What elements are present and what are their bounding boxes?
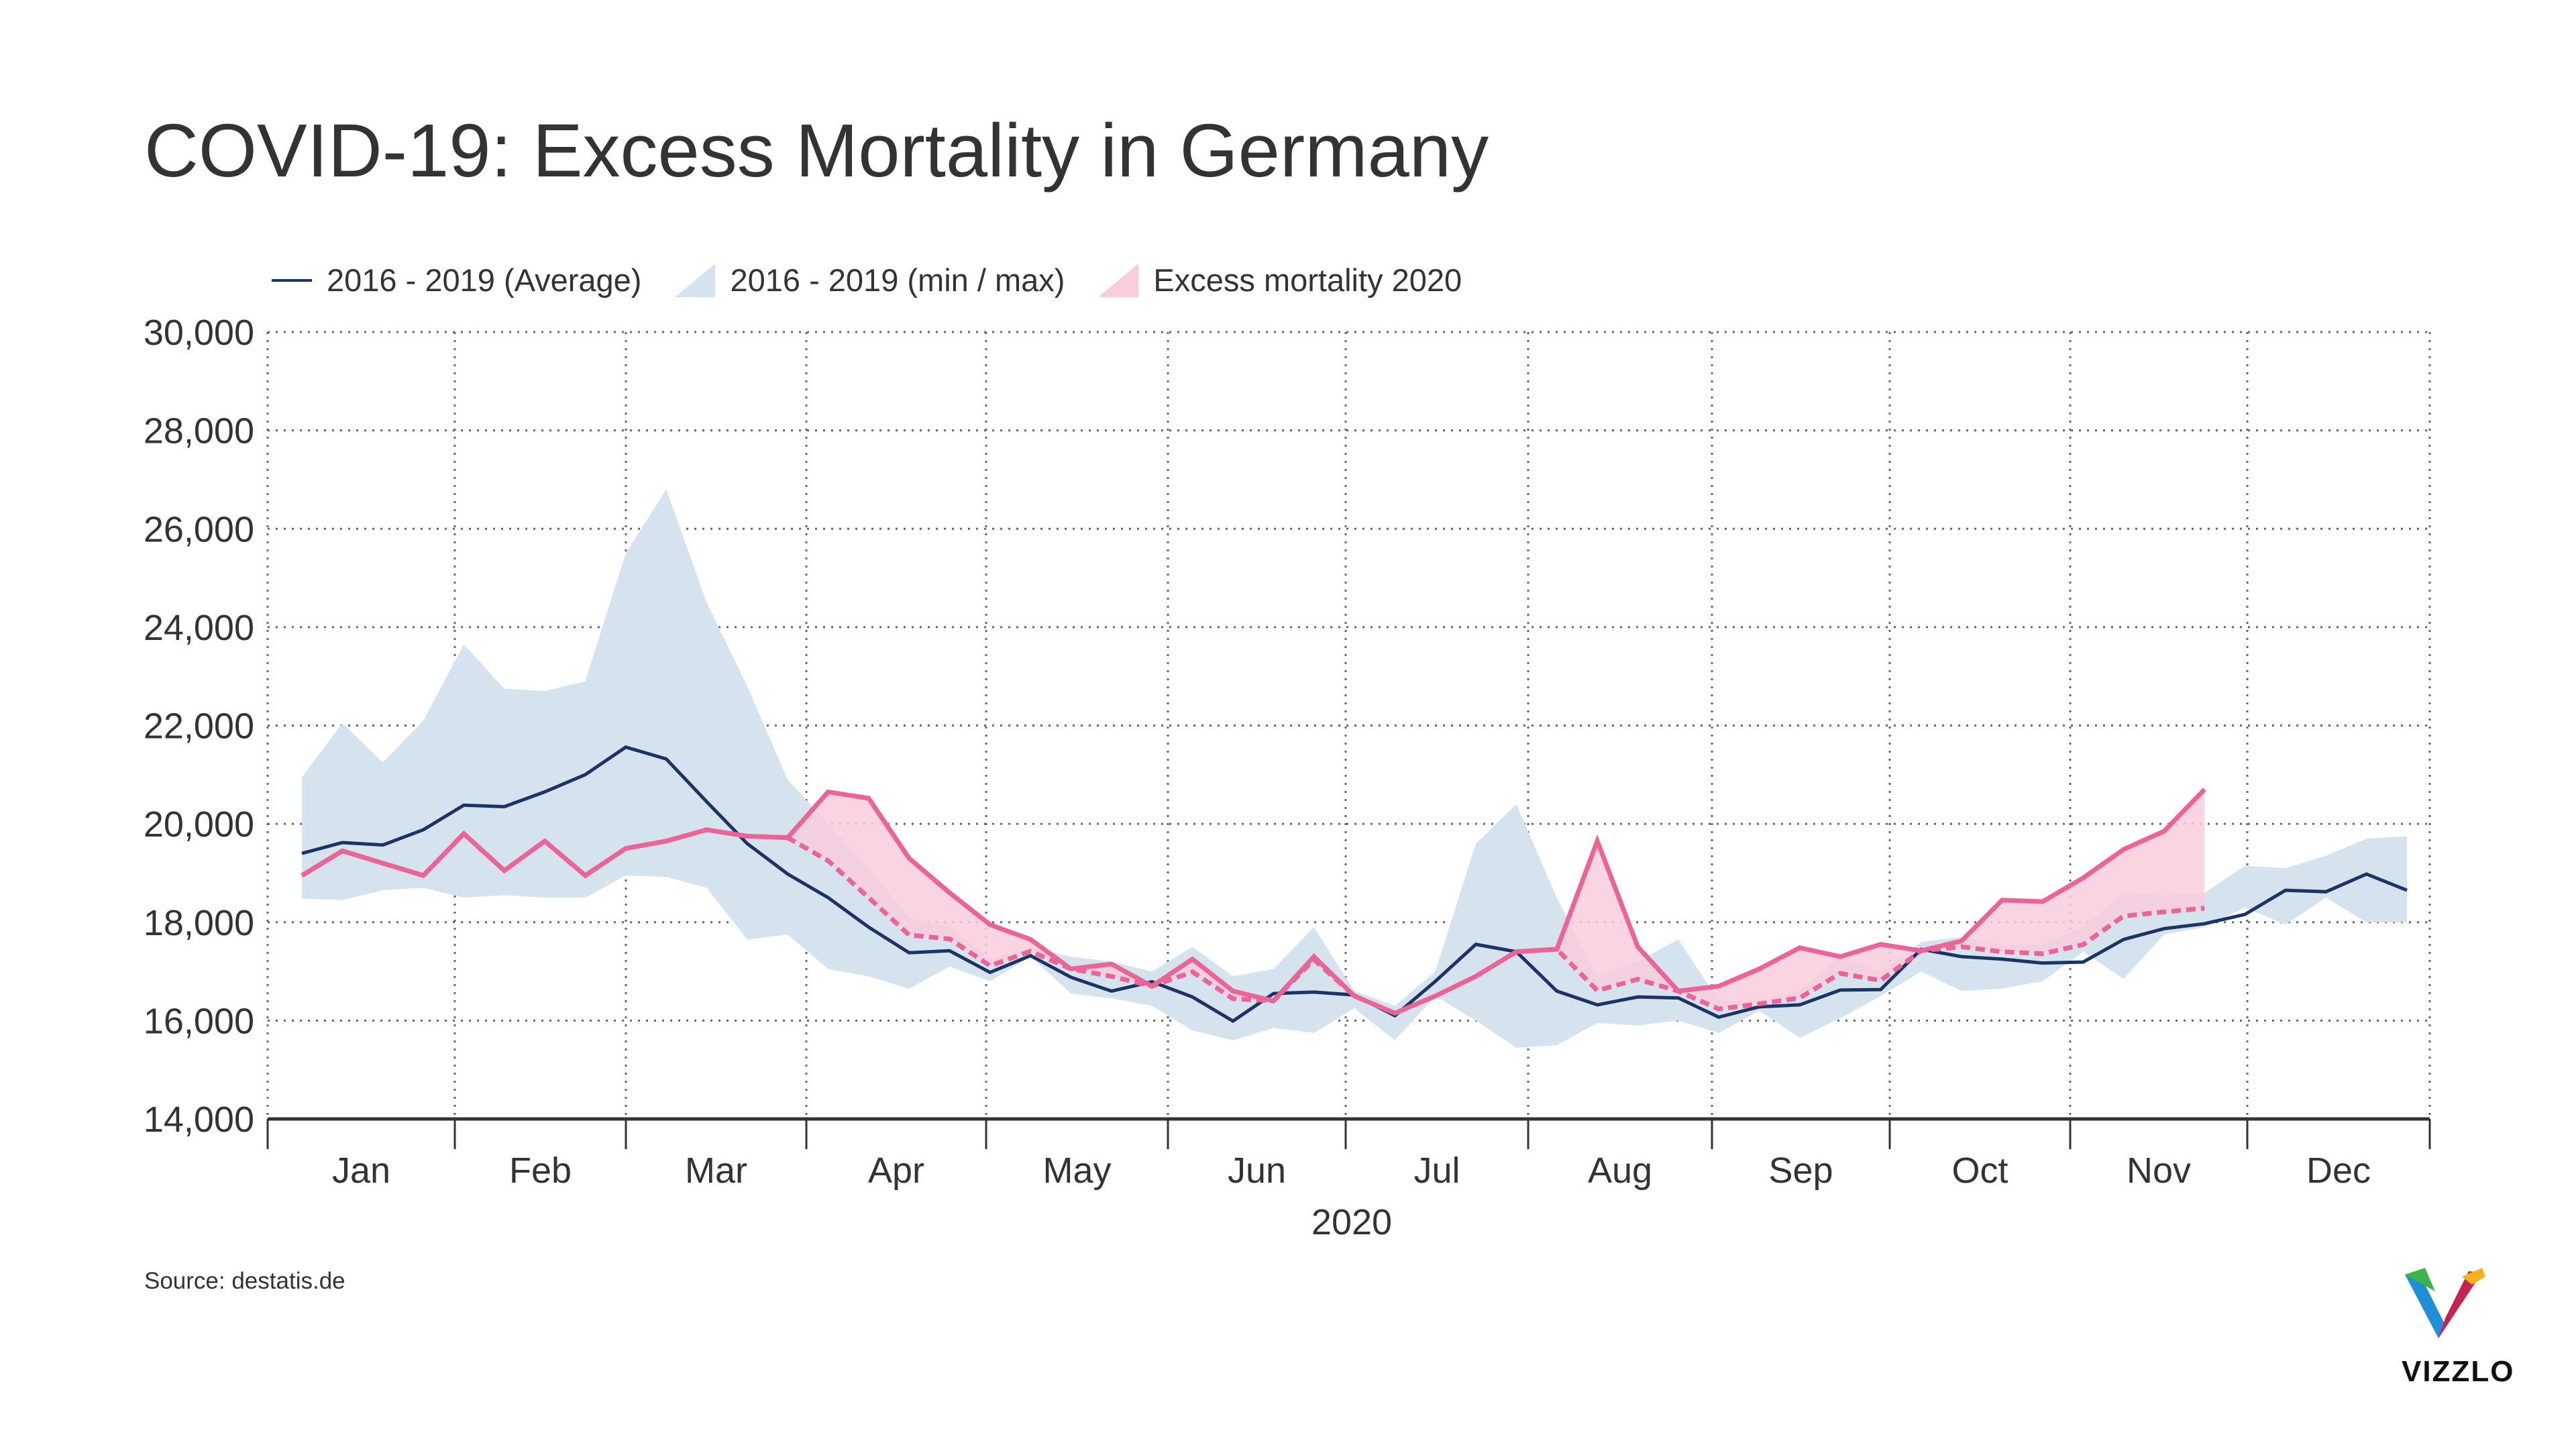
x-tick-label: Sep [1768,1150,1833,1191]
legend-label: 2016 - 2019 (Average) [327,262,642,298]
y-tick-label: 16,000 [144,1001,254,1041]
y-tick-label: 22,000 [144,706,254,747]
area-swatch-icon [675,263,716,297]
legend-item-band: 2016 - 2019 (min / max) [675,262,1065,299]
y-tick-label: 20,000 [144,804,254,845]
x-tick-label: Aug [1588,1150,1652,1191]
vizzlo-wordmark: VIZZLO [2402,1355,2515,1388]
chart-title: COVID-19: Excess Mortality in Germany [144,109,1489,193]
y-tick-label: 24,000 [144,608,254,648]
line-swatch-icon [272,278,312,282]
y-tick-label: 28,000 [144,411,254,451]
x-tick-label: Jun [1228,1150,1286,1191]
y-tick-label: 30,000 [144,313,254,353]
x-tick-label: Mar [685,1150,747,1191]
source-note: Source: destatis.de [144,1268,345,1294]
mortality-2020-line [301,788,2206,1016]
vizzlo-logo-icon [2405,1268,2485,1338]
x-tick-label: Dec [2306,1150,2371,1191]
min-max-band [302,489,2407,1048]
y-tick-label: 14,000 [144,1099,254,1140]
y-tick-label: 18,000 [144,903,254,943]
x-tick-label: Oct [1951,1150,2008,1191]
legend: 2016 - 2019 (Average) 2016 - 2019 (min /… [272,262,1495,299]
legend-item-excess: Excess mortality 2020 [1098,262,1462,299]
legend-label: 2016 - 2019 (min / max) [730,262,1065,298]
x-axis-label: 2020 [1311,1202,1392,1242]
x-tick-label: Jan [332,1150,390,1191]
x-tick-label: Jul [1413,1150,1460,1191]
x-tick-label: Apr [868,1150,924,1191]
y-tick-label: 26,000 [144,509,254,549]
legend-label: Excess mortality 2020 [1153,262,1462,298]
x-tick-label: Feb [509,1150,572,1191]
x-tick-label: May [1042,1150,1111,1191]
x-tick-label: Nov [2127,1150,2191,1191]
area-swatch-icon [1098,263,1139,297]
legend-item-average: 2016 - 2019 (Average) [272,262,641,299]
